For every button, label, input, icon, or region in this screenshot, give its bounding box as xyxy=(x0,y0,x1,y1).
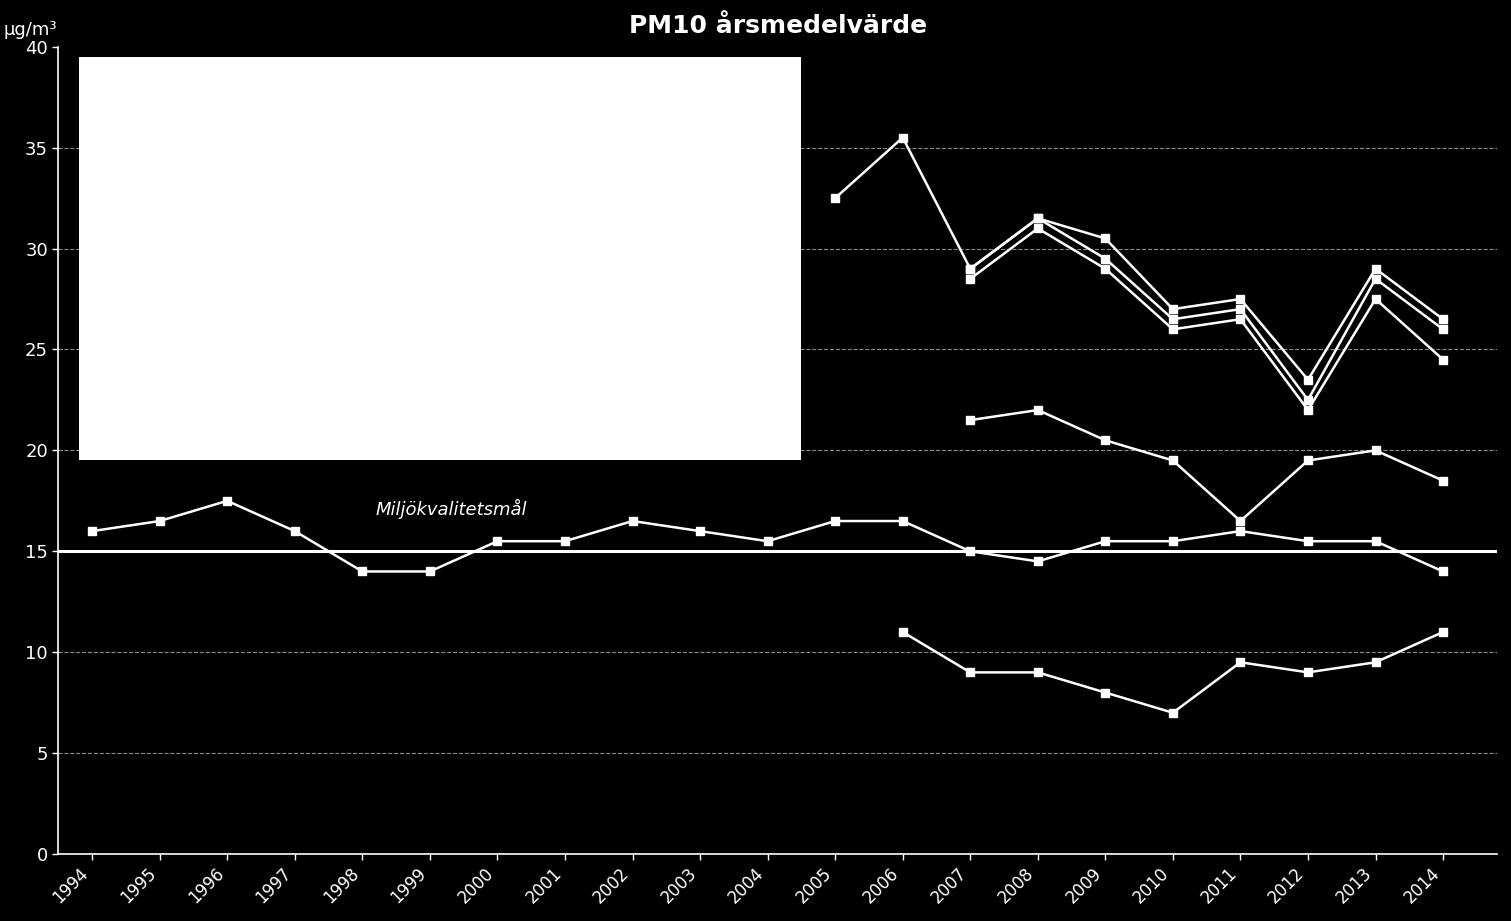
Text: Miljökvalitetsmål: Miljökvalitetsmål xyxy=(376,499,527,519)
Title: PM10 årsmedelvärde: PM10 årsmedelvärde xyxy=(629,14,926,38)
Bar xyxy=(79,57,801,460)
Text: μg/m³: μg/m³ xyxy=(3,20,57,39)
